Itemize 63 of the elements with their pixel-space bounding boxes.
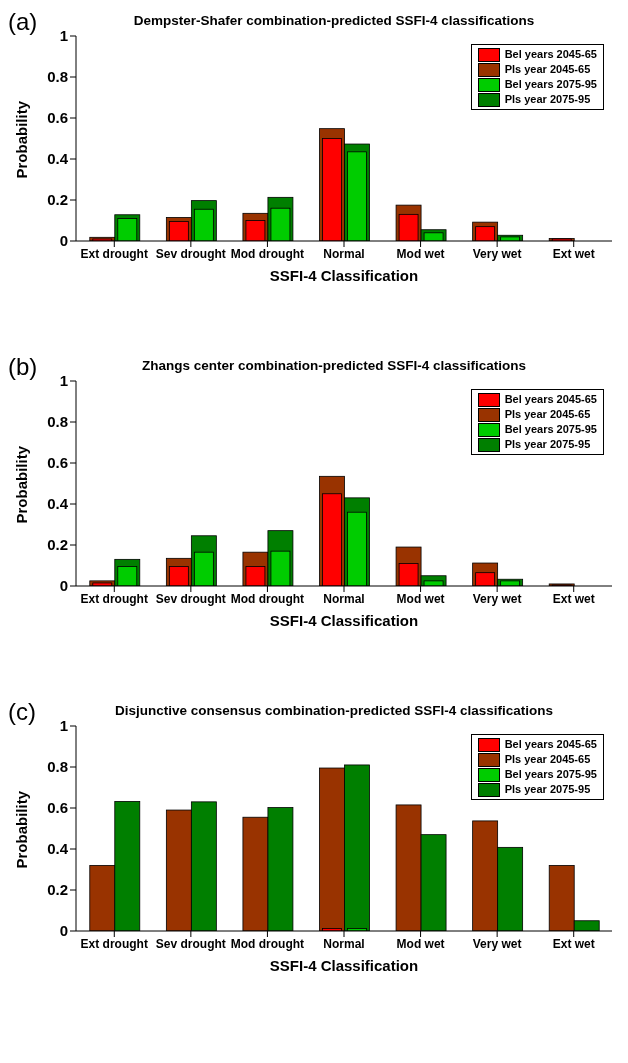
x-tick-label: Sev drought — [155, 246, 226, 261]
legend-label: Bel years 2075-95 — [504, 423, 597, 436]
x-tick-label: Ext wet — [552, 936, 595, 951]
x-axis-title: SSFI-4 Classification — [269, 267, 419, 284]
x-tick-label: Normal — [323, 591, 365, 606]
legend-label: Pls year 2075-95 — [504, 783, 591, 796]
y-tick-label: 0.6 — [47, 109, 68, 127]
text: (c) — [8, 698, 36, 725]
text: (a) — [8, 8, 38, 35]
x-tick-label: Mod wet — [396, 936, 445, 951]
x-tick-label: Sev drought — [155, 936, 226, 951]
x-tick-label: Mod drought — [230, 246, 305, 261]
x-tick-label: Normal — [323, 246, 365, 261]
legend-label: Bel years 2045-65 — [504, 393, 597, 406]
x-tick-label: Mod wet — [396, 591, 445, 606]
y-tick-label: 0.4 — [47, 840, 69, 858]
x-tick-label: Mod drought — [230, 936, 305, 951]
x-tick-label: Mod wet — [396, 246, 445, 261]
y-axis-title: Probability — [13, 790, 31, 869]
y-axis-title: Probability — [13, 100, 31, 179]
legend-label: Bel years 2045-65 — [504, 738, 597, 751]
y-tick-label: 1 — [59, 717, 68, 735]
x-tick-label: Ext wet — [552, 246, 595, 261]
legend-label: Pls year 2045-65 — [504, 753, 591, 766]
y-tick-label: 0.4 — [47, 150, 69, 168]
x-tick-label: Ext drought — [80, 936, 148, 951]
chart-title: Disjunctive consensus combination-predicted SSFI-4 classifications — [114, 703, 554, 718]
y-tick-label: 0 — [59, 232, 68, 250]
x-tick-label: Very wet — [472, 936, 522, 951]
x-tick-label: Ext wet — [552, 591, 595, 606]
y-tick-label: 0.6 — [47, 799, 68, 817]
y-tick-label: 0.2 — [47, 881, 68, 899]
y-tick-label: 0.6 — [47, 454, 68, 472]
chart-title: Zhangs center combination-predicted SSFI-4 classifications — [141, 358, 527, 373]
legend-label: Bel years 2075-95 — [504, 768, 597, 781]
x-axis-title: SSFI-4 Classification — [269, 612, 419, 629]
x-tick-label: Mod drought — [230, 591, 305, 606]
y-tick-label: 0 — [59, 577, 68, 595]
y-tick-label: 1 — [59, 372, 68, 390]
chart-title: Dempster-Shafer combination-predicted SSFI-4 classifications — [133, 13, 535, 28]
text: (b) — [8, 353, 38, 380]
legend-label: Pls year 2075-95 — [504, 93, 591, 106]
x-tick-label: Ext drought — [80, 246, 148, 261]
y-tick-label: 0.4 — [47, 495, 69, 513]
y-axis-title: Probability — [13, 445, 31, 524]
x-tick-label: Ext drought — [80, 591, 148, 606]
y-tick-label: 0.2 — [47, 536, 68, 554]
y-tick-label: 1 — [59, 27, 68, 45]
y-tick-label: 0.8 — [47, 68, 68, 86]
x-tick-label: Normal — [323, 936, 365, 951]
legend-label: Pls year 2045-65 — [504, 63, 591, 76]
legend-label: Pls year 2045-65 — [504, 408, 591, 421]
y-tick-label: 0.8 — [47, 413, 68, 431]
y-tick-label: 0.8 — [47, 758, 68, 776]
legend-label: Bel years 2075-95 — [504, 78, 597, 91]
x-tick-label: Very wet — [472, 591, 522, 606]
y-tick-label: 0.2 — [47, 191, 68, 209]
legend-label: Pls year 2075-95 — [504, 438, 591, 451]
x-tick-label: Very wet — [472, 246, 522, 261]
y-tick-label: 0 — [59, 922, 68, 940]
legend-label: Bel years 2045-65 — [504, 48, 597, 61]
x-axis-title: SSFI-4 Classification — [269, 957, 419, 974]
x-tick-label: Sev drought — [155, 591, 226, 606]
